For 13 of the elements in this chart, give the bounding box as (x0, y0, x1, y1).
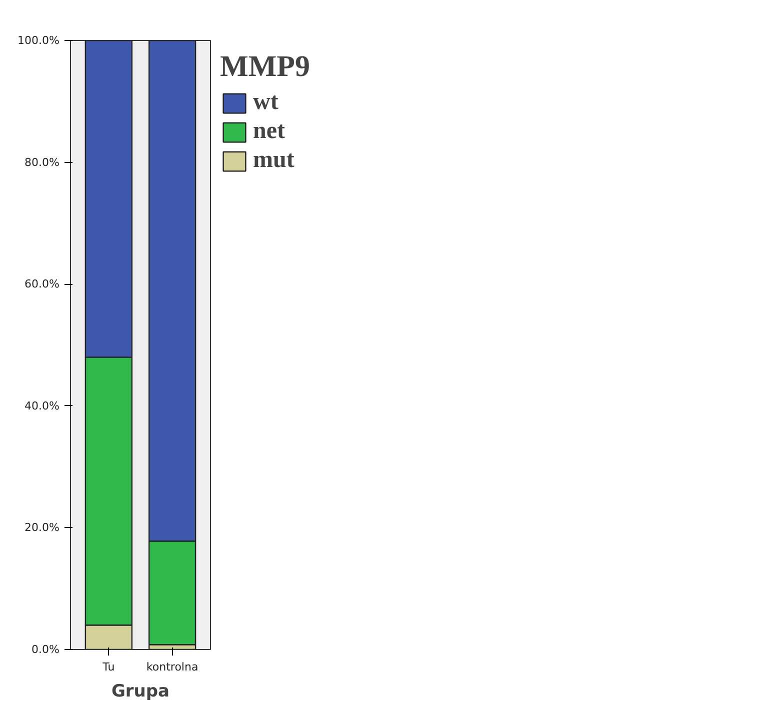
x-tick-label: kontrolna (146, 660, 198, 674)
legend-label: wt (253, 89, 278, 116)
y-tick-label: 60.0% (24, 278, 60, 291)
y-tick-label: 80.0% (24, 156, 60, 169)
y-tick-label: 0.0% (32, 643, 60, 656)
x-tick-label: Tu (102, 660, 115, 674)
y-tick-label: 40.0% (24, 399, 60, 412)
x-axis-title: Grupa (111, 682, 170, 702)
legend-label: mut (253, 147, 294, 174)
legend-label: net (253, 118, 285, 145)
y-tick-label: 20.0% (24, 521, 60, 534)
y-tick-label: 100.0% (18, 34, 60, 47)
legend-title: MMP9 (220, 50, 310, 84)
